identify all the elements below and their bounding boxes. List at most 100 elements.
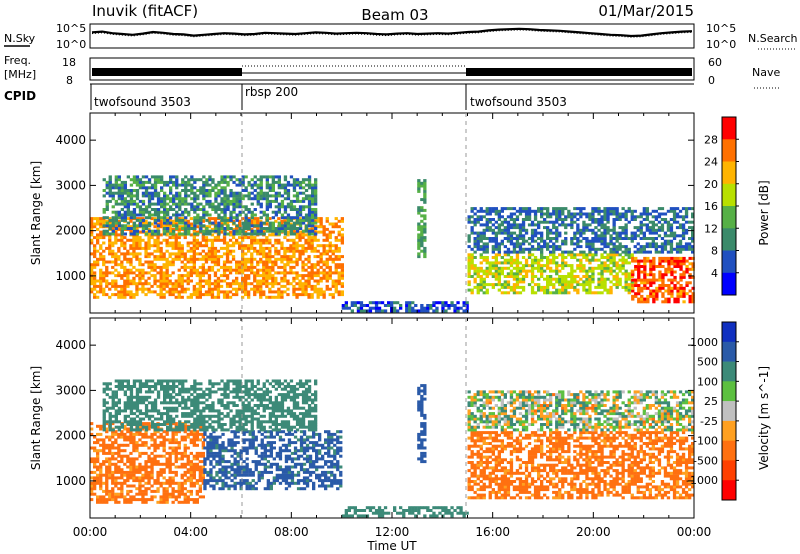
echo-cell [630, 275, 634, 278]
echo-cell [313, 219, 317, 223]
echo-cell [488, 237, 492, 240]
echo-cell [304, 218, 309, 222]
echo-cell [533, 247, 538, 251]
echo-cell [181, 183, 185, 187]
echo-cell [301, 208, 306, 211]
echo-cell [189, 479, 193, 483]
echo-cell [163, 210, 167, 214]
echo-cell [132, 460, 136, 464]
echo-cell [515, 234, 520, 238]
echo-cell [488, 272, 492, 276]
echo-cell [691, 292, 695, 296]
echo-cell [646, 273, 650, 277]
echo-cell [177, 244, 181, 248]
echo-cell [216, 255, 221, 259]
echo-cell [192, 246, 196, 250]
echo-cell [129, 197, 134, 201]
echo-cell [301, 260, 305, 264]
echo-cell [277, 180, 281, 184]
echo-cell [600, 266, 604, 270]
echo-cell [334, 244, 338, 248]
echo-cell [627, 247, 631, 251]
echo-cell [144, 489, 148, 493]
echo-cell [488, 269, 492, 273]
echo-cell [132, 293, 136, 297]
echo-cell [181, 210, 185, 214]
echo-cell [603, 283, 607, 287]
echo-cell [552, 220, 556, 224]
echo-cell [603, 250, 607, 254]
echo-cell [153, 232, 158, 236]
echo-cell [579, 266, 583, 270]
echo-cell [543, 291, 547, 295]
echo-cell [120, 265, 124, 269]
echo-cell [624, 285, 628, 289]
echo-cell [524, 272, 529, 276]
echo-cell [337, 233, 341, 237]
echo-cell [220, 208, 224, 211]
echo-cell [307, 279, 311, 283]
echo-cell [253, 238, 257, 242]
echo-cell [491, 266, 495, 270]
echo-cell [165, 238, 169, 242]
echo-cell [588, 269, 592, 273]
echo-cell [150, 244, 154, 248]
echo-cell [174, 252, 178, 256]
echo-cell [576, 280, 580, 284]
echo-cell [99, 236, 103, 240]
echo-cell [144, 430, 148, 434]
echo-cell [213, 217, 218, 221]
echo-cell [319, 255, 323, 259]
echo-cell [612, 220, 616, 224]
echo-cell [286, 249, 290, 253]
echo-cell [549, 291, 553, 295]
echo-cell [144, 252, 148, 256]
echo-cell [123, 438, 127, 442]
echo-cell [114, 465, 118, 469]
echo-cell [591, 266, 595, 270]
echo-cell [600, 280, 604, 284]
echo-cell [316, 293, 320, 297]
echo-cell [524, 207, 529, 211]
echo-cell [156, 293, 160, 297]
echo-cell [473, 264, 477, 268]
echo-cell [189, 260, 193, 264]
echo-cell [262, 230, 266, 234]
echo-cell [549, 269, 553, 273]
echo-cell [639, 226, 643, 230]
echo-cell [274, 271, 278, 275]
echo-cell [250, 241, 254, 245]
echo-cell [633, 245, 637, 249]
echo-cell [259, 246, 263, 250]
echo-cell [168, 274, 172, 278]
echo-cell [573, 242, 577, 246]
echo-cell [114, 279, 118, 283]
echo-cell [365, 309, 370, 313]
echo-cell [132, 432, 136, 436]
echo-cell [286, 230, 290, 234]
echo-cell [274, 229, 278, 233]
echo-cell [322, 268, 326, 272]
echo-cell [108, 470, 112, 474]
echo-cell [238, 265, 242, 269]
echo-cell [120, 495, 124, 499]
echo-cell [292, 265, 296, 269]
echo-cell [225, 290, 230, 294]
echo-cell [328, 265, 332, 269]
echo-cell [184, 221, 188, 225]
echo-cell [162, 225, 166, 229]
echo-cell [141, 476, 145, 480]
echo-cell [606, 269, 610, 273]
echo-cell [196, 197, 200, 201]
echo-cell [280, 295, 284, 299]
echo-cell [238, 191, 242, 195]
echo-cell [482, 228, 486, 232]
echo-cell [198, 257, 202, 261]
echo-cell [123, 227, 127, 230]
echo-cell [183, 430, 187, 434]
echo-cell [313, 236, 317, 240]
echo-cell [117, 183, 121, 187]
echo-cell [640, 294, 644, 298]
echo-cell [286, 205, 291, 209]
